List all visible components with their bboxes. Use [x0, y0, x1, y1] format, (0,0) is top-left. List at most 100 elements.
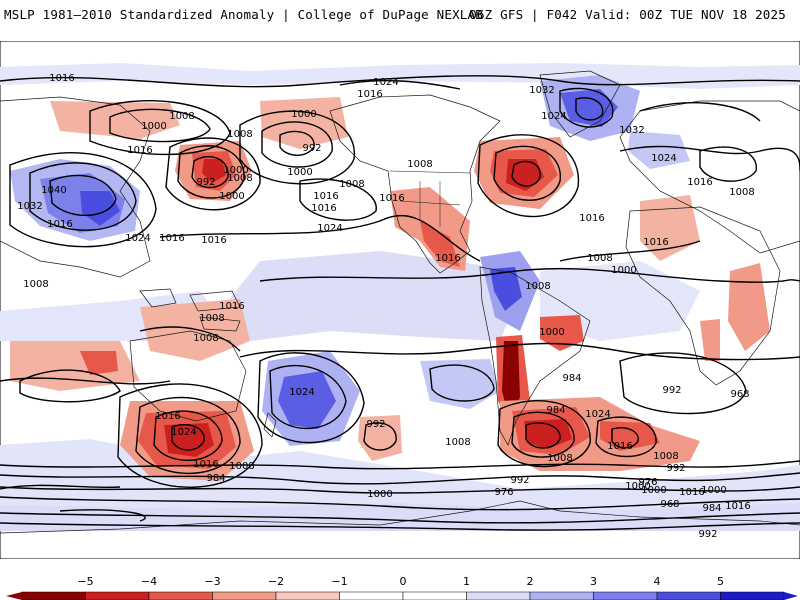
isobar-1016-pac: [159, 214, 481, 262]
isobar-label-text: 984: [546, 405, 565, 416]
isobar-label: 1008: [229, 461, 254, 472]
isobar-label: 1008: [525, 281, 550, 292]
isobar-1008-antarctic: [0, 512, 800, 524]
isobar-label-text: 1000: [141, 121, 166, 132]
colorbar-segment: [402, 591, 467, 600]
greenland-coast: [539, 70, 621, 138]
isobar-label: 1016: [379, 193, 404, 204]
isobar-label: 1008: [199, 313, 224, 324]
isobar-1024-s-indian: [619, 352, 747, 415]
isobar-1016-antarctic: [0, 522, 800, 531]
isobar-label-text: 1008: [653, 451, 678, 462]
isobar-label-text: 1000: [641, 485, 666, 496]
anomaly-southern-pos-band: [0, 439, 800, 511]
isobar-label: 1000: [701, 485, 726, 496]
isobar-label: 1016: [193, 459, 218, 470]
isobar-label: 1008: [587, 253, 612, 264]
isobar-1024-south-atl: [429, 364, 495, 402]
chart-title: MSLP 1981–2010 Standardized Anomaly | Co…: [4, 7, 483, 22]
anomaly-europe-pos: [628, 131, 690, 169]
isobar-label-text: 1000: [291, 109, 316, 120]
isobar-label-text: 1024: [373, 77, 398, 88]
colorbar-tick-label: 0: [400, 575, 407, 588]
isobar-984-drake: [511, 411, 575, 458]
isobar-1000-tasman: [135, 396, 241, 475]
na-borders: [389, 170, 471, 227]
isobar-label-text: 992: [666, 463, 685, 474]
isobar-label-text: 1016: [643, 237, 668, 248]
colorbar-segments: [6, 591, 798, 600]
isobar-label: 1024: [651, 153, 676, 164]
isobar-label-text: 1000: [287, 167, 312, 178]
isobar-label: 1000: [219, 191, 244, 202]
isobar-label-text: 1000: [219, 191, 244, 202]
isobar-label-text: 1024: [125, 233, 150, 244]
isobar-label-text: 1024: [585, 409, 610, 420]
isobar-label-text: 1016: [201, 235, 226, 246]
isobar-1016-europe: [619, 145, 800, 172]
isobar-label: 992: [302, 143, 321, 154]
isobar-label: 1008: [407, 159, 432, 170]
asia-west-coast: [0, 96, 151, 278]
colorbar-tick-label: −3: [204, 575, 220, 588]
isobar-label-text: 1008: [227, 173, 252, 184]
isobar-label: 1016: [201, 235, 226, 246]
isobar-label-text: 1000: [223, 165, 248, 176]
isobar-1024-antarctic: [59, 509, 146, 522]
isobar-1000-west: [109, 108, 211, 143]
isobar-label-text: 1008: [729, 187, 754, 198]
colorbar-tick-label: 1: [463, 575, 470, 588]
new-zealand-coast: [263, 412, 277, 438]
isobar-label: 1024: [373, 77, 398, 88]
isobar-label-text: 1016: [579, 213, 604, 224]
isobar-992-south-band: [0, 486, 800, 494]
isobar-label-text: 992: [510, 475, 529, 486]
colorbar-segment: [466, 591, 531, 600]
isobar-label: 1016: [725, 501, 750, 512]
colorbar-segment: [21, 591, 86, 600]
isobar-label-text: 1008: [23, 279, 48, 290]
isobar-1008-tasman: [117, 383, 263, 488]
isobar-label-text: 1016: [607, 441, 632, 452]
isobar-label: 1000: [287, 167, 312, 178]
north-america-coast: [329, 94, 501, 274]
isobar-label-text: 1016: [311, 203, 336, 214]
isobar-label: 1008: [729, 187, 754, 198]
isobar-label-text: 1000: [625, 481, 650, 492]
isobar-label: 1016: [155, 411, 180, 422]
isobar-label: 1008: [339, 179, 364, 190]
isobar-976-satl: [611, 427, 639, 449]
isobar-label: 1008: [23, 279, 48, 290]
isobar-label: 1024: [125, 233, 150, 244]
isobar-label: 1024: [171, 427, 196, 438]
isobar-label-text: 1016: [47, 219, 72, 230]
isobar-label: 1000: [641, 485, 666, 496]
anomaly-bering: [50, 101, 180, 139]
isobar-984-atlantic: [511, 160, 541, 187]
isobar-label: 1016: [127, 145, 152, 156]
isobar-label: 1000: [141, 121, 166, 132]
isobar-992-aleutian: [191, 156, 229, 189]
isobar-label-text: 1000: [611, 265, 636, 276]
isobar-1008-nwpac: [239, 110, 355, 185]
africa-coast: [625, 206, 781, 386]
isobar-1008-atlantic: [477, 134, 580, 218]
isobar-label-text: 1016: [313, 191, 338, 202]
isobar-label-text: 1008: [339, 179, 364, 190]
isobar-label: 1000: [367, 489, 392, 500]
isobar-label-text: 1008: [445, 437, 470, 448]
isobar-label: 1016: [357, 89, 382, 100]
anomaly-indonesia: [140, 299, 250, 361]
colorbar-tick-label: 4: [654, 575, 661, 588]
colorbar-segment: [275, 591, 340, 600]
isobar-label: 1000: [611, 265, 636, 276]
isobar-label: 1008: [169, 111, 194, 122]
isobar-984-satl: [595, 416, 657, 458]
isobar-label-text: 1016: [193, 459, 218, 470]
isobar-label-text: 1032: [17, 201, 42, 212]
isobar-label: 992: [666, 463, 685, 474]
isobar-label: 1016: [159, 233, 184, 244]
isobar-1024-south-pac-high: [269, 364, 347, 430]
